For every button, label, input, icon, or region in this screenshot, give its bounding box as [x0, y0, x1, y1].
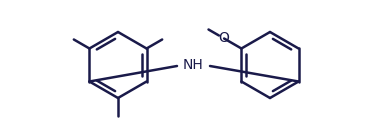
- Text: NH: NH: [183, 58, 204, 72]
- Text: O: O: [219, 31, 229, 46]
